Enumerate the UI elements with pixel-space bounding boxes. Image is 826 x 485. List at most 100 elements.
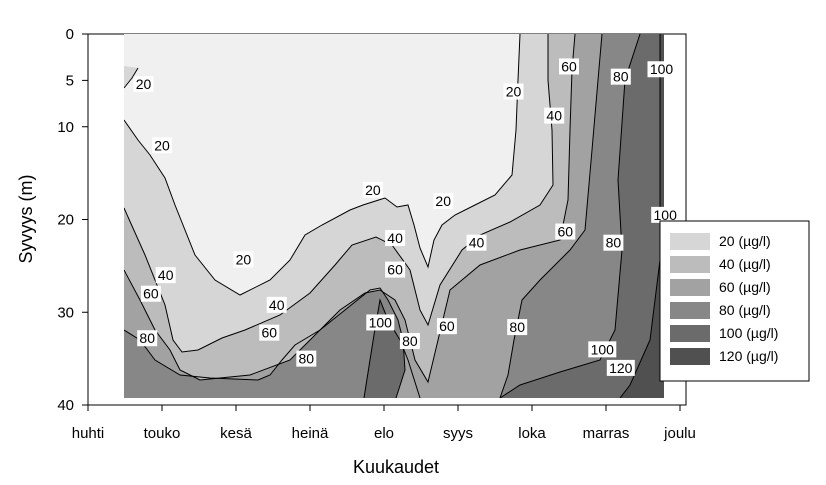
contour-label-text: 60 [439,318,455,334]
y-axis: 0 5 10 20 30 40 [57,26,88,414]
contour-label: 40 [544,107,565,124]
x-tick-label: kesä [220,425,252,442]
x-tick-label: huhti [72,425,105,442]
contour-label-bg [436,318,457,335]
contour-label-bg [385,261,406,278]
contour-label-text: 40 [387,230,403,246]
contour-label-text: 20 [136,76,152,92]
contour-label: 80 [507,319,528,336]
legend-swatch [670,348,710,365]
contour-label-bg [603,234,624,251]
contour-lines [124,34,661,398]
contour-labels: 20 20 20 20 20 20 40 40 40 40 40 60 60 60 60 60 60 80 80 80… [133,58,680,376]
legend-label: 60 (µg/l) [719,279,771,295]
contour-label: 40 [385,230,406,247]
y-tick-label: 30 [57,304,74,321]
isoline-60 [124,34,576,384]
contour-label-bg [466,234,487,251]
contour-label: 20 [433,192,454,209]
contour-label-bg [588,341,617,358]
isoline-120 [619,34,661,398]
contour-label: 20 [362,181,383,198]
contour-label-text: 20 [506,84,522,100]
isoline-20 [124,34,521,296]
contour-label-text: 40 [469,235,485,251]
contour-label: 40 [466,234,487,251]
contour-label: 80 [137,330,158,347]
contour-label-bg [651,206,680,223]
legend-label: 100 (µg/l) [719,325,778,341]
contour-label-bg [503,83,524,100]
contour-label-text: 80 [299,351,315,367]
contour-label-text: 20 [365,182,381,198]
contour-label-text: 80 [606,235,622,251]
contour-label: 60 [559,58,579,75]
isoline-40 [124,34,554,353]
contour-label: 60 [140,285,161,302]
contour-label: 120 [606,359,635,376]
contour-label-text: 40 [158,267,174,283]
contour-label-bg [610,68,631,85]
contour-label: 60 [259,324,280,341]
contour-label: 100 [647,61,676,78]
contour-label-text: 100 [650,61,674,77]
contour-label: 60 [555,223,576,240]
x-tick-label: touko [144,425,181,442]
contour-label-bg [152,137,172,154]
legend-swatch [670,256,710,273]
contour-label-bg [385,230,406,247]
contour-label: 20 [152,137,172,154]
contour-label: 80 [399,333,420,350]
contour-label-text: 60 [387,262,403,278]
y-tick-label: 10 [57,119,74,136]
contour-label: 80 [603,234,624,251]
contour-label-text: 40 [269,297,285,313]
contour-label-bg [233,251,254,268]
contour-label-bg [507,319,528,336]
x-tick-label: loka [518,425,546,442]
contour-label-bg [296,350,317,367]
x-tick-label: marras [583,425,630,442]
contour-label-text: 100 [369,314,393,330]
isoline-100 [499,34,641,398]
contour-label-bg [433,192,454,209]
contour-label-text: 60 [561,58,577,74]
isoline-100 [363,298,421,398]
contour-bands [124,34,664,398]
contour-label-bg [647,61,676,78]
x-tick-label: heinä [292,425,329,442]
contour-label: 100 [588,341,617,358]
contour-label: 40 [155,267,176,284]
isoline-20 [124,67,139,89]
contour-label-text: 60 [558,224,574,240]
contour-label-bg [140,285,161,302]
contour-label-bg [559,58,579,75]
legend-swatch [670,279,710,296]
contour-label-text: 100 [654,207,678,223]
contour-label-bg [133,76,154,93]
x-axis: huhti touko kesä heinä elo syys loka marras joul… [72,405,696,442]
contour-label: 60 [436,318,457,335]
y-tick-label: 0 [66,26,74,43]
contour-label: 20 [233,251,254,268]
contour-label: 80 [610,68,631,85]
legend-swatch [670,325,710,342]
contour-label: 20 [133,76,154,93]
contour-label-bg [266,296,287,313]
legend-swatch [670,302,710,319]
contour-label-text: 80 [509,319,525,335]
contour-label-bg [606,359,635,376]
contour-label-bg [259,324,280,341]
contour-label-text: 40 [546,108,562,124]
contour-label: 100 [366,314,395,331]
contour-label-text: 20 [435,193,451,209]
contour-label-text: 120 [609,360,633,376]
contour-label-text: 20 [236,251,252,267]
x-tick-label: elo [374,425,394,442]
x-tick-label: joulu [663,425,696,442]
y-tick-label: 40 [57,397,74,414]
contour-label-bg [366,314,395,331]
x-axis-title: Kuukaudet [353,457,439,477]
legend-label: 20 (µg/l) [719,233,771,249]
